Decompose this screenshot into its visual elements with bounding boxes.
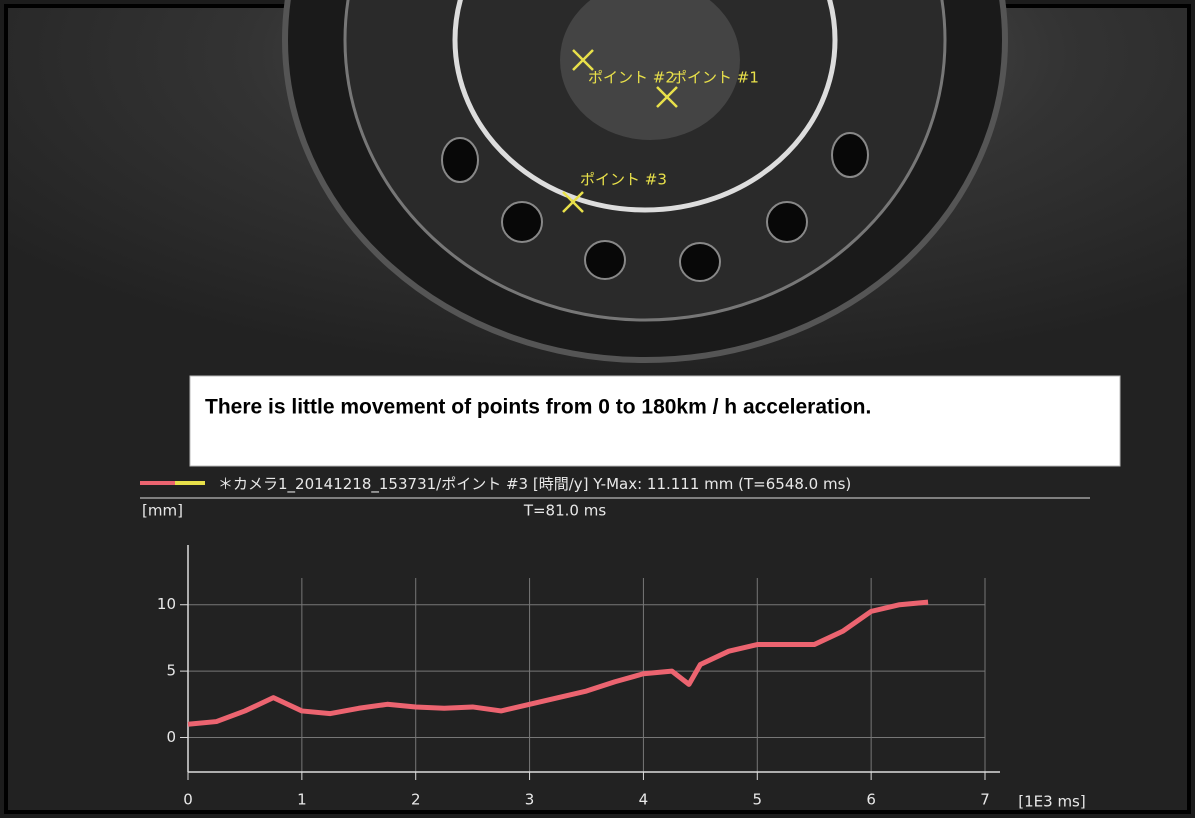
y-tick-label: 0 xyxy=(166,728,176,746)
screen: ポイント #2 ポイント #1 ポイント #3 There is little … xyxy=(0,0,1195,818)
x-tick-label: 5 xyxy=(753,791,763,809)
x-tick-label: 2 xyxy=(411,791,421,809)
x-tick-label: 4 xyxy=(639,791,649,809)
x-tick-label: 1 xyxy=(297,791,307,809)
y-axis-label: [mm] xyxy=(142,502,183,520)
point-label: ポイント #3 xyxy=(580,171,667,189)
x-tick-label: 7 xyxy=(980,791,990,809)
cursor-label: T=81.0 ms xyxy=(523,502,607,520)
point-label: ポイント #1 xyxy=(672,69,759,87)
x-tick-label: 6 xyxy=(866,791,876,809)
x-axis-label: [1E3 ms] xyxy=(1018,793,1085,811)
annotation: Y-Max: 11.111 mm (T=6548.0 ms) xyxy=(592,475,851,493)
y-tick-label: 5 xyxy=(166,662,176,680)
x-tick-label: 3 xyxy=(525,791,535,809)
point-label: ポイント #2 xyxy=(588,69,675,87)
y-tick-label: 10 xyxy=(157,595,176,613)
callout-text: There is little movement of points from … xyxy=(205,396,871,419)
legend-text: ＊カメラ1_20141218_153731/ポイント #3 [時間/y] Y-M… xyxy=(218,475,851,494)
x-tick-label: 0 xyxy=(183,791,193,809)
legend-series: ＊カメラ1_20141218_153731/ポイント #3 [時間/y] xyxy=(218,475,589,494)
callout-box xyxy=(190,376,1120,466)
